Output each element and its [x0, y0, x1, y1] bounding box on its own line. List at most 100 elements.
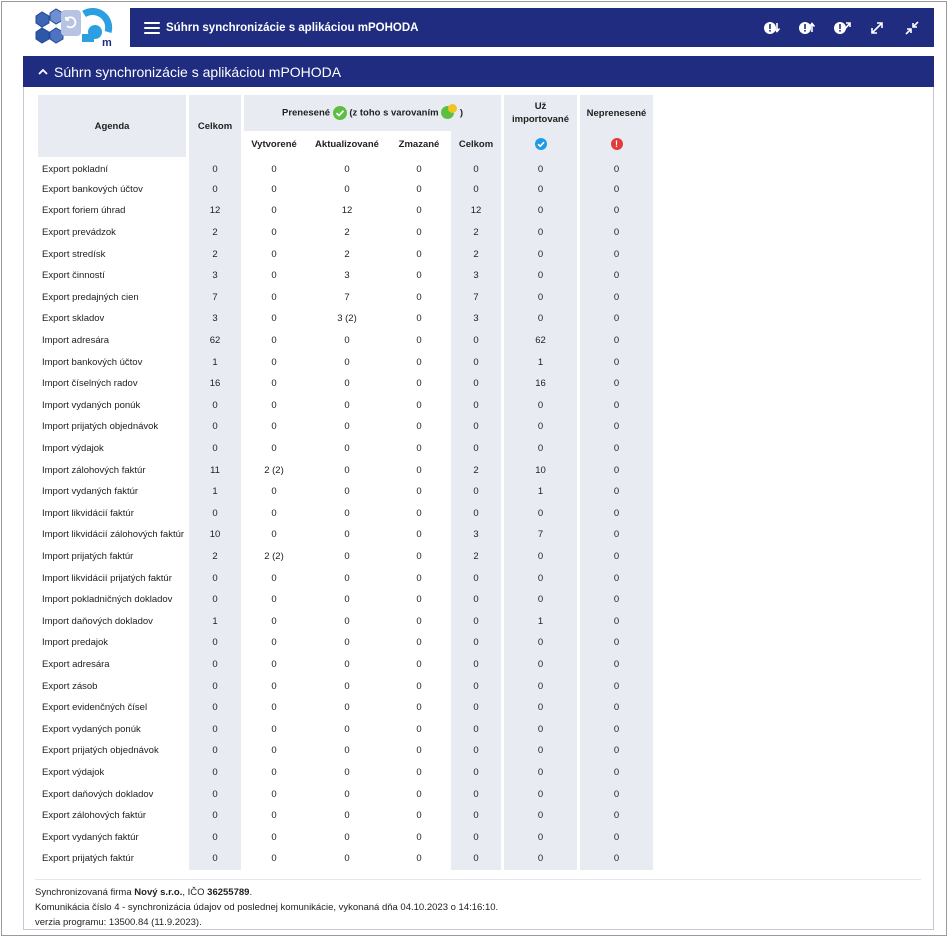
cell-transferred-total: 0 — [451, 567, 501, 589]
cell-already-imported: 0 — [504, 783, 577, 805]
col-header-deleted: Zmazané — [398, 138, 440, 150]
with-warning-label: (z toho s varovaním — [349, 107, 439, 119]
cell-created: 0 — [271, 399, 277, 411]
transferred-label: Prenesené — [281, 107, 331, 119]
cell-created: 0 — [271, 810, 277, 822]
cell-already-imported: 0 — [504, 178, 577, 201]
cell-transferred-total: 0 — [451, 372, 501, 395]
cell-deleted: 0 — [416, 745, 422, 757]
cell-deleted: 0 — [416, 464, 422, 476]
cell-already-imported: 0 — [504, 848, 577, 870]
cell-already-imported: 0 — [504, 567, 577, 589]
col-header-agenda: Agenda — [38, 95, 186, 157]
cell-total: 12 — [189, 200, 241, 222]
cell-total: 0 — [189, 804, 241, 827]
cell-transferred-total: 0 — [451, 157, 501, 179]
cell-already-imported: 1 — [504, 351, 577, 373]
cell-agenda: Import likvidácií prijatých faktúr — [42, 572, 172, 584]
cell-already-imported: 0 — [504, 394, 577, 417]
cell-agenda: Import prijatých faktúr — [42, 550, 134, 562]
cell-transferred-total: 0 — [451, 675, 501, 697]
cell-updated: 0 — [344, 702, 350, 714]
cell-not-transferred: 0 — [580, 567, 653, 589]
table-row: Import predajok 0 0 0 0 0 0 0 — [38, 632, 653, 654]
footer-version-line: verzia programu: 13500.84 (11.9.2023). — [35, 917, 202, 928]
cell-created: 0 — [271, 335, 277, 347]
cell-not-transferred: 0 — [580, 718, 653, 741]
cell-total: 0 — [189, 437, 241, 460]
cell-agenda: Export prevádzok — [42, 227, 116, 239]
mpohoda-logo: m — [35, 8, 113, 48]
cell-already-imported: 16 — [504, 372, 577, 395]
cell-transferred-total: 3 — [451, 524, 501, 546]
table-row: Import číselných radov 16 0 0 0 0 16 0 — [38, 372, 653, 395]
cell-transferred-total: 0 — [451, 178, 501, 201]
cell-deleted: 0 — [416, 486, 422, 498]
cell-total: 0 — [189, 588, 241, 611]
download-warning-icon[interactable] — [762, 18, 782, 38]
cell-not-transferred: 0 — [580, 675, 653, 697]
cell-updated: 0 — [344, 443, 350, 455]
upload-warning-icon[interactable] — [797, 18, 817, 38]
cell-already-imported: 0 — [504, 804, 577, 827]
table-row: Export evidenčných čísel 0 0 0 0 0 0 0 — [38, 696, 653, 719]
cell-not-transferred: 0 — [580, 740, 653, 762]
collapse-icon[interactable] — [902, 18, 922, 38]
menu-icon[interactable] — [144, 21, 160, 34]
cell-deleted: 0 — [416, 853, 422, 865]
expand-icon[interactable] — [867, 18, 887, 38]
cell-transferred-total: 3 — [451, 264, 501, 287]
cell-agenda: Export vydaných faktúr — [42, 831, 139, 843]
cell-deleted: 0 — [416, 766, 422, 778]
cell-not-transferred: 0 — [580, 632, 653, 654]
cell-updated: 0 — [344, 378, 350, 390]
panel-header[interactable]: Súhrn synchronizácie s aplikáciou mPOHOD… — [23, 56, 934, 87]
cell-created: 0 — [271, 291, 277, 303]
cell-total: 1 — [189, 480, 241, 503]
cell-transferred-total: 0 — [451, 416, 501, 438]
cell-already-imported: 0 — [504, 718, 577, 741]
top-bar: Súhrn synchronizácie s aplikáciou mPOHOD… — [130, 8, 934, 47]
cell-not-transferred: 0 — [580, 761, 653, 784]
cell-transferred-total: 2 — [451, 459, 501, 481]
open-external-warning-icon[interactable] — [832, 18, 852, 38]
cell-not-transferred: 0 — [580, 394, 653, 417]
cell-deleted: 0 — [416, 270, 422, 282]
cell-transferred-total: 0 — [451, 761, 501, 784]
cell-deleted: 0 — [416, 378, 422, 390]
cell-not-transferred: 0 — [580, 416, 653, 438]
cell-total: 0 — [189, 502, 241, 525]
cell-agenda: Export stredísk — [42, 248, 106, 260]
panel-body: Agenda Celkom Prenesené (z toho s varova… — [23, 87, 934, 930]
cell-total: 0 — [189, 826, 241, 848]
table-row: Import adresára 62 0 0 0 0 62 0 — [38, 329, 653, 352]
cell-total: 0 — [189, 783, 241, 805]
imported-status-cell — [504, 131, 577, 157]
table-row: Export adresára 0 0 0 0 0 0 0 — [38, 653, 653, 676]
chevron-up-icon[interactable] — [38, 68, 48, 76]
cell-deleted: 0 — [416, 443, 422, 455]
cell-updated: 3 (2) — [337, 313, 357, 325]
cell-deleted: 0 — [416, 227, 422, 239]
cell-total: 3 — [189, 308, 241, 330]
footer-company-line: Synchronizovaná firma Nový s.r.o., IČO 3… — [35, 887, 253, 898]
cell-total: 2 — [189, 545, 241, 568]
cell-already-imported: 62 — [504, 329, 577, 352]
cell-deleted: 0 — [416, 723, 422, 735]
cell-updated: 3 — [344, 270, 350, 282]
cell-transferred-total: 0 — [451, 329, 501, 352]
col-header-transferred: Prenesené (z toho s varovaním ) — [244, 95, 501, 131]
cell-transferred-total: 0 — [451, 437, 501, 460]
cell-deleted: 0 — [416, 507, 422, 519]
cell-updated: 0 — [344, 335, 350, 347]
cell-created: 0 — [271, 658, 277, 670]
cell-deleted: 0 — [416, 205, 422, 217]
cell-created: 2 (2) — [264, 550, 284, 562]
table-row: Import likvidácií prijatých faktúr 0 0 0 0 0 0… — [38, 567, 653, 589]
table-row: Export zásob 0 0 0 0 0 0 0 — [38, 675, 653, 697]
cell-deleted: 0 — [416, 680, 422, 692]
table-row: Import pokladničných dokladov 0 0 0 0 0 0 0 — [38, 588, 653, 611]
cell-already-imported: 0 — [504, 588, 577, 611]
cell-not-transferred: 0 — [580, 243, 653, 265]
cell-total: 0 — [189, 632, 241, 654]
